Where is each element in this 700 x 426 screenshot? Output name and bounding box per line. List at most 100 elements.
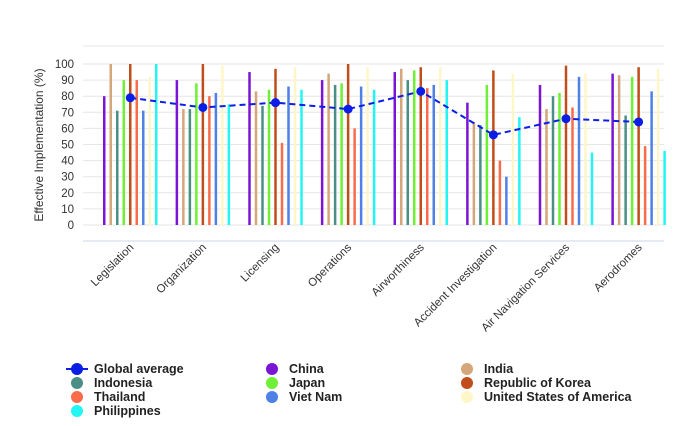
bar-republic-of-korea	[492, 70, 495, 225]
bar-indonesia	[406, 80, 409, 225]
bar-philippines	[300, 89, 303, 225]
global-average-point	[125, 93, 135, 103]
legend-dot	[461, 377, 473, 389]
bar-indonesia	[261, 105, 264, 225]
bar-china	[466, 102, 469, 225]
legend-item-viet-nam[interactable]: Viet Nam	[261, 390, 342, 404]
legend-item-republic-of-korea[interactable]: Republic of Korea	[456, 376, 591, 390]
y-tick-label: 50	[61, 140, 74, 152]
legend-item-japan[interactable]: Japan	[261, 376, 325, 390]
bar-india	[182, 109, 185, 225]
bar-republic-of-korea	[564, 65, 568, 225]
bar-viet-nam	[359, 86, 363, 225]
bar-india	[545, 109, 548, 225]
bar-china	[175, 80, 179, 225]
bar-india	[617, 75, 621, 226]
bar-japan	[485, 84, 489, 226]
y-tick-label: 70	[61, 107, 74, 119]
x-tick-label: Airworthiness	[370, 241, 427, 298]
legend-item-india[interactable]: India	[456, 362, 513, 376]
y-tick-label: 90	[61, 75, 74, 87]
bar-united-states-of-america	[656, 68, 660, 225]
global-average-point	[561, 114, 571, 124]
bar-philippines	[155, 64, 158, 225]
bar-japan	[122, 80, 125, 225]
x-tick-label: Legislation	[89, 242, 136, 289]
bar-india	[400, 68, 403, 225]
bar-philippines	[590, 152, 594, 225]
legend-label: Global average	[94, 362, 184, 376]
bar-thailand	[280, 142, 284, 225]
bar-japan	[558, 92, 561, 225]
y-tick-label: 100	[55, 59, 74, 71]
bar-china	[611, 73, 614, 225]
bar-republic-of-korea	[637, 67, 640, 225]
bars	[103, 64, 666, 226]
legend-symbol	[261, 376, 283, 390]
bar-united-states-of-america	[293, 67, 297, 225]
global-average-point	[343, 104, 353, 114]
bar-republic-of-korea	[419, 67, 422, 225]
legend-label: Thailand	[94, 390, 146, 404]
bar-united-states-of-america	[221, 65, 224, 225]
bar-philippines	[445, 80, 448, 225]
bar-united-states-of-america	[148, 76, 151, 225]
bar-thailand	[353, 128, 356, 225]
bar-india	[472, 121, 476, 225]
bar-japan	[413, 70, 416, 225]
bar-indonesia	[333, 84, 337, 226]
bar-china	[248, 72, 251, 225]
global-average-point	[488, 130, 498, 140]
x-tick-label: Operations	[306, 241, 354, 289]
legend-symbol	[456, 362, 478, 376]
legend-dot	[266, 391, 278, 403]
bar-thailand	[135, 80, 138, 225]
bar-india	[254, 91, 258, 226]
bar-viet-nam	[432, 84, 435, 226]
bar-thailand	[498, 160, 502, 225]
legend-item-thailand[interactable]: Thailand	[66, 390, 145, 404]
legend-dot	[71, 391, 83, 403]
bar-india	[327, 73, 330, 225]
legend-label: Japan	[289, 376, 326, 390]
legend-item-global-average[interactable]: Global average	[66, 362, 184, 376]
bar-republic-of-korea	[274, 68, 277, 225]
bar-viet-nam	[214, 92, 218, 225]
bar-republic-of-korea	[201, 64, 205, 225]
y-tick-label: 20	[61, 188, 74, 200]
bar-united-states-of-america	[511, 73, 515, 225]
bar-japan	[340, 83, 343, 225]
legend-symbol	[456, 390, 478, 404]
legend-dot	[71, 363, 83, 375]
legend-label: Viet Nam	[289, 390, 343, 404]
legend-label: China	[289, 362, 324, 376]
x-tick-label: Accident Investigation	[412, 242, 500, 330]
x-tick-label: Aerodromes	[592, 241, 645, 294]
bar-united-states-of-america	[366, 67, 369, 225]
bar-japan	[267, 89, 271, 225]
legend-label: Republic of Korea	[484, 376, 591, 390]
legend-item-united-states-of-america[interactable]: United States of America	[456, 390, 632, 404]
bar-thailand	[426, 88, 429, 226]
bar-china	[103, 96, 106, 225]
bar-thailand	[571, 107, 574, 225]
y-tick-label: 0	[68, 220, 74, 232]
legend-symbol	[66, 390, 88, 404]
legend-symbol	[66, 404, 88, 418]
y-tick-label: 60	[61, 123, 74, 135]
bar-republic-of-korea	[346, 64, 350, 225]
bar-japan	[195, 83, 198, 225]
legend-dot	[461, 363, 473, 375]
legend-dot	[461, 391, 473, 403]
bar-china	[393, 72, 396, 225]
legend-symbol	[66, 376, 88, 390]
bar-japan	[630, 76, 634, 225]
bar-indonesia	[188, 109, 192, 225]
global-average-point	[198, 102, 208, 112]
legend-item-china[interactable]: China	[261, 362, 324, 376]
legend-item-philippines[interactable]: Philippines	[66, 404, 161, 418]
legend-item-indonesia[interactable]: Indonesia	[66, 376, 152, 390]
bar-philippines	[663, 150, 666, 225]
legend-label: Philippines	[94, 404, 161, 418]
legend-label: United States of America	[484, 390, 632, 404]
